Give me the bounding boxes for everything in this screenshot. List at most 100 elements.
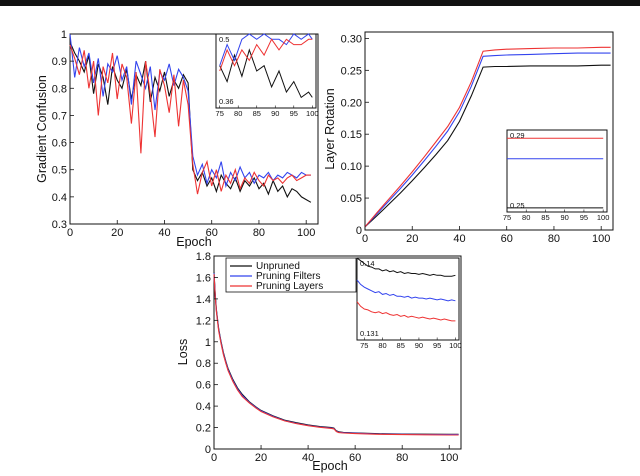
plot-frame xyxy=(213,255,462,450)
y-tick-label: 0.9 xyxy=(52,56,67,68)
y-tick-label: 0.10 xyxy=(341,161,362,173)
inset-ticks-layer: 75 80 85 90 95 100 0.14 0.131 xyxy=(360,259,462,350)
y-tick-label: 1 xyxy=(205,337,211,349)
x-tick-label: 100 xyxy=(440,452,458,464)
y-tick-label: 0.6 xyxy=(196,380,211,392)
y-tick-label: 0.15 xyxy=(341,129,362,141)
series-line-2 xyxy=(364,46,611,228)
top-border-bar xyxy=(0,0,640,6)
series-layer xyxy=(69,33,312,203)
y-axis-label: Loss xyxy=(176,339,190,365)
x-tick-label: 0 xyxy=(67,227,73,239)
inset-x-tick-label: 95 xyxy=(580,213,588,222)
inset-x-tick-label: 75 xyxy=(360,341,368,350)
inset-y-tick-label-bottom: 0.25 xyxy=(510,201,525,210)
y-tick-label: 0.8 xyxy=(196,358,211,370)
x-tick-label: 20 xyxy=(406,233,418,245)
inset-zoom: 75 80 85 90 95 100 0.14 0.131 xyxy=(356,257,462,350)
x-tick-label: 20 xyxy=(111,227,123,239)
inset-y-tick-label-top: 0.5 xyxy=(219,35,229,44)
inset-x-tick-label: 90 xyxy=(561,213,569,222)
inset-x-tick-label: 90 xyxy=(415,341,423,350)
ticks-layer: 0 20 40 60 80 100 0.3 0.4 0.5 0.6 0.7 0.8 0.9 1 xyxy=(52,29,316,239)
x-tick-label: 40 xyxy=(453,233,465,245)
series-line-1 xyxy=(364,52,611,228)
series-line-2 xyxy=(213,274,459,436)
y-axis-label: Layer Rotation xyxy=(323,88,337,169)
x-tick-label: 60 xyxy=(206,227,218,239)
legend: Unpruned Pruning Filters Pruning Layers xyxy=(225,257,357,293)
x-tick-label: 100 xyxy=(592,233,610,245)
ticks-layer: 0 20 40 60 80 100 0 0.2 0.4 0.6 0.8 1 1.2 1.4 1.6 1.8 xyxy=(196,251,459,464)
inset-series-line-0 xyxy=(219,48,313,99)
y-tick-label: 1.4 xyxy=(196,294,211,306)
inset-series-line-2 xyxy=(356,301,456,322)
chart-loss: 0 20 40 60 80 100 0 0.2 0.4 0.6 0.8 1 1.2 1.4 1.6 1.8 E… xyxy=(176,251,462,473)
series-layer xyxy=(364,46,611,228)
inset-x-tick-label: 85 xyxy=(541,213,549,222)
inset-frame xyxy=(356,257,460,341)
series-line-2 xyxy=(69,44,311,195)
inset-x-tick-label: 90 xyxy=(271,109,279,118)
inset-frame xyxy=(506,129,608,213)
inset-x-tick-label: 75 xyxy=(503,213,511,222)
inset-ticks-layer: 75 80 85 90 95 100 0.5 0.36 xyxy=(216,35,319,118)
inset-x-tick-label: 100 xyxy=(597,213,610,222)
inset-x-tick-label: 95 xyxy=(290,109,298,118)
x-tick-label: 60 xyxy=(501,233,513,245)
inset-zoom: 75 80 85 90 95 100 0.5 0.36 xyxy=(215,33,319,118)
y-tick-label: 0.7 xyxy=(52,110,67,122)
inset-series-layer xyxy=(507,137,604,209)
x-tick-label: 80 xyxy=(548,233,560,245)
inset-x-tick-label: 80 xyxy=(378,341,386,350)
x-axis-label: Epoch xyxy=(176,235,211,249)
inset-series-line-2 xyxy=(219,38,313,72)
y-tick-label: 0 xyxy=(205,444,211,456)
ticks-layer: 0 20 40 60 80 100 0 0.05 0.10 0.15 0.20 0.25 0.30 xyxy=(341,33,611,245)
y-tick-label: 1 xyxy=(61,29,67,41)
y-tick-label: 0.6 xyxy=(52,138,67,150)
x-tick-label: 40 xyxy=(158,227,170,239)
inset-series-line-1 xyxy=(356,279,456,302)
x-tick-label: 80 xyxy=(396,452,408,464)
y-tick-label: 0.05 xyxy=(341,193,362,205)
x-tick-label: 20 xyxy=(255,452,267,464)
legend-label-unpruned: Unpruned xyxy=(256,261,300,272)
inset-ticks-layer: 75 80 85 90 95 100 0.29 0.25 xyxy=(503,131,610,222)
inset-y-tick-label-bottom: 0.131 xyxy=(360,329,379,338)
y-tick-label: 0.5 xyxy=(52,165,67,177)
inset-x-tick-label: 100 xyxy=(306,109,319,118)
y-tick-label: 0.4 xyxy=(196,401,211,413)
inset-x-tick-label: 85 xyxy=(397,341,405,350)
y-tick-label: 0.8 xyxy=(52,83,67,95)
inset-y-tick-label-top: 0.29 xyxy=(510,131,525,140)
inset-x-tick-label: 95 xyxy=(433,341,441,350)
y-tick-label: 0.2 xyxy=(196,423,211,435)
inset-y-tick-label-top: 0.14 xyxy=(360,259,375,268)
y-tick-label: 1.2 xyxy=(196,315,211,327)
y-tick-label: 0.25 xyxy=(341,65,362,77)
plot-frame xyxy=(69,33,319,225)
inset-series-layer xyxy=(356,257,456,322)
x-tick-label: 40 xyxy=(302,452,314,464)
x-tick-label: 0 xyxy=(362,233,368,245)
inset-x-tick-label: 80 xyxy=(522,213,530,222)
chart-gradient-confusion: 0 20 40 60 80 100 0.3 0.4 0.5 0.6 0.7 0.8 0.9 1 Epoch… xyxy=(35,29,319,249)
x-tick-label: 100 xyxy=(297,227,315,239)
legend-label-pruning-layers: Pruning Layers xyxy=(256,281,323,292)
inset-series-line-0 xyxy=(356,257,456,277)
y-tick-label: 0.4 xyxy=(52,192,67,204)
x-tick-label: 60 xyxy=(349,452,361,464)
inset-zoom: 75 80 85 90 95 100 0.29 0.25 xyxy=(503,129,610,222)
inset-y-tick-label-bottom: 0.36 xyxy=(219,97,234,106)
y-tick-label: 0 xyxy=(356,225,362,237)
x-axis-label: Epoch xyxy=(312,459,347,473)
plot-frame xyxy=(364,31,614,231)
inset-series-layer xyxy=(219,33,313,99)
chart-layer-rotation: 0 20 40 60 80 100 0 0.05 0.10 0.15 0.20 0.25 0.30 La… xyxy=(323,31,614,245)
y-axis-label: Gradient Confusion xyxy=(35,75,49,183)
series-layer xyxy=(213,272,459,436)
y-tick-label: 0.20 xyxy=(341,97,362,109)
series-line-0 xyxy=(364,64,611,228)
